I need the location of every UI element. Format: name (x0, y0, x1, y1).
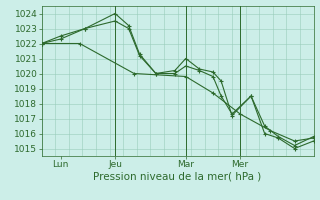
X-axis label: Pression niveau de la mer( hPa ): Pression niveau de la mer( hPa ) (93, 172, 262, 182)
